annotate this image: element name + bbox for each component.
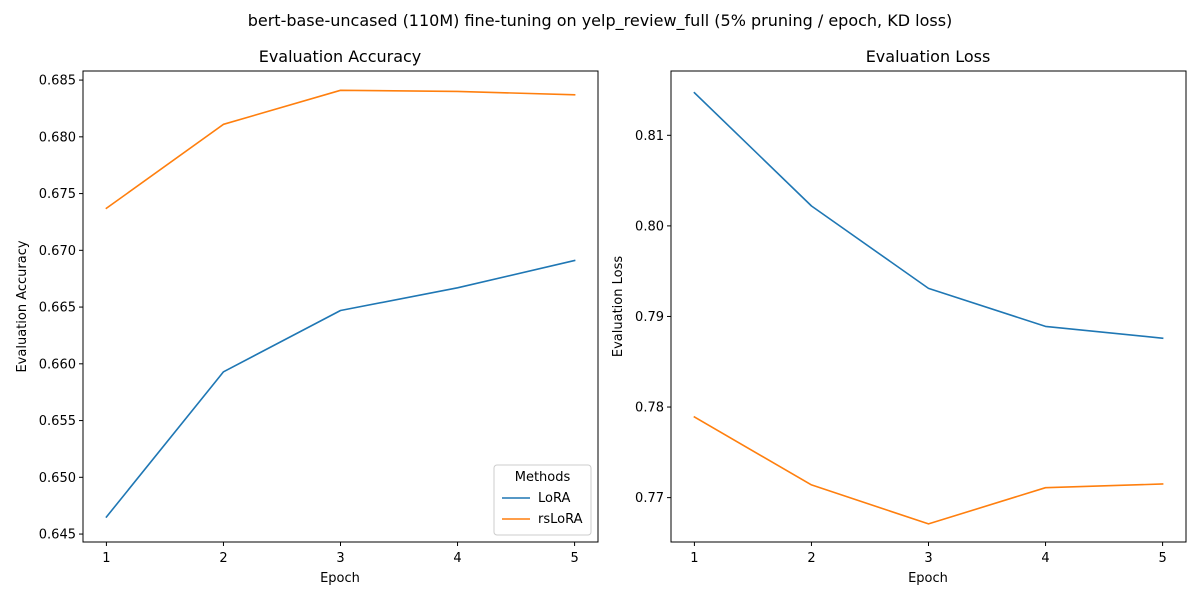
figure-title: bert-base-uncased (110M) fine-tuning on … [248,11,953,31]
accuracy-legend-title: Methods [515,470,571,485]
accuracy-x-axis-label: Epoch [320,571,360,586]
loss-x-tick-label: 3 [924,551,932,566]
loss-x-tick-label: 1 [690,551,698,566]
loss-series-rslora-line [693,415,1164,525]
loss-y-tick-label: 0.79 [635,310,664,325]
accuracy-legend: Methods LoRA rsLoRA [493,464,592,536]
accuracy-x-tick-label: 2 [219,551,227,566]
accuracy-x-tick-label: 1 [102,551,110,566]
accuracy-x-tick-label: 3 [336,551,344,566]
accuracy-legend-label-lora: LoRA [538,491,570,506]
loss-x-axis-label: Epoch [908,571,948,586]
accuracy-y-tick-label: 0.680 [39,130,76,145]
accuracy-x-tick-label: 4 [453,551,461,566]
accuracy-panel: Evaluation Accuracy Epoch Evaluation Acc… [15,47,599,586]
accuracy-chart-title: Evaluation Accuracy [259,47,422,66]
loss-series-lora-line [693,91,1164,340]
accuracy-series-lora-line [105,259,576,519]
loss-x-tick-label: 4 [1041,551,1049,566]
accuracy-y-tick-label: 0.685 [39,74,76,89]
loss-y-axis-label: Evaluation Loss [611,256,626,357]
loss-y-tick-label: 0.77 [635,491,664,506]
accuracy-y-tick-label: 0.645 [39,528,76,543]
accuracy-y-tick-label: 0.670 [39,244,76,259]
loss-plot-frame [670,70,1187,543]
accuracy-y-tick-label: 0.665 [39,301,76,316]
loss-y-tick-label: 0.81 [635,129,664,144]
accuracy-y-tick-label: 0.675 [39,187,76,202]
accuracy-y-tick-label: 0.655 [39,414,76,429]
accuracy-series-rslora-line [105,89,576,210]
loss-y-tick-label: 0.80 [635,219,664,234]
accuracy-y-axis-label: Evaluation Accuracy [15,240,30,372]
accuracy-legend-box [493,464,592,536]
loss-chart-title: Evaluation Loss [866,47,991,66]
loss-y-tick-label: 0.78 [635,401,664,416]
accuracy-plot-frame [82,70,599,543]
loss-x-tick-label: 2 [807,551,815,566]
accuracy-y-tick-label: 0.650 [39,471,76,486]
accuracy-legend-label-rslora: rsLoRA [538,512,583,527]
accuracy-y-tick-label: 0.660 [39,357,76,372]
loss-panel: Evaluation Loss Epoch Evaluation Loss 1 2… [611,47,1187,586]
accuracy-x-tick-label: 5 [570,551,578,566]
loss-x-tick-label: 5 [1158,551,1166,566]
